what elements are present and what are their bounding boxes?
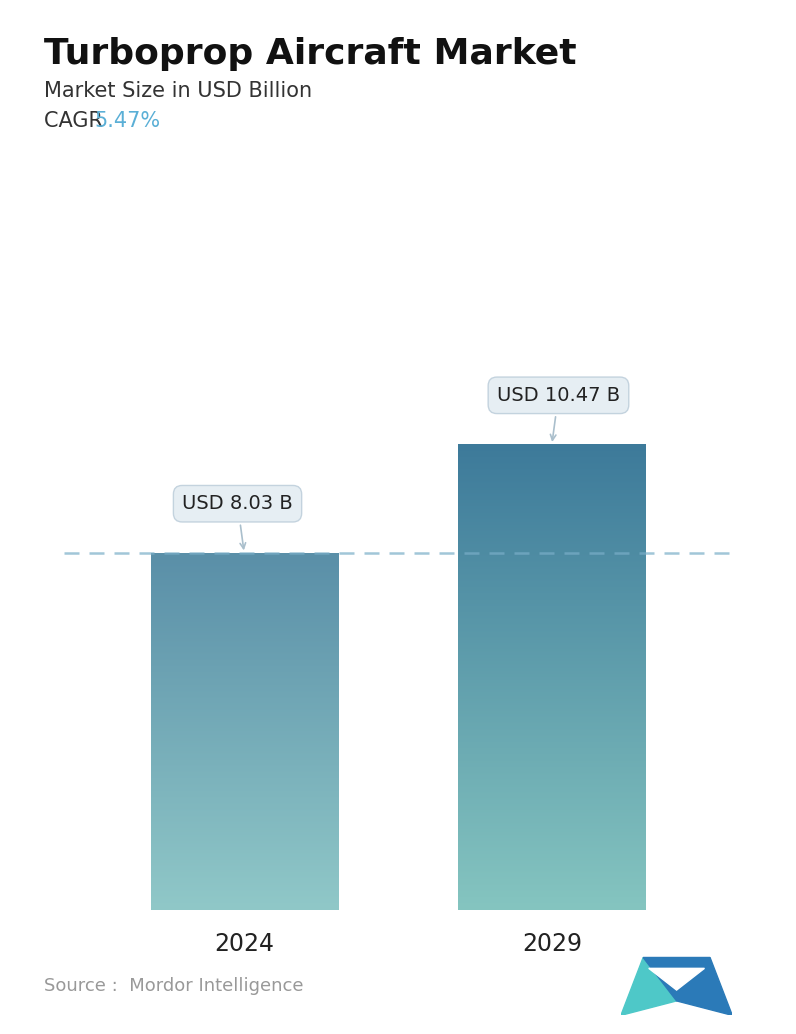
Text: Market Size in USD Billion: Market Size in USD Billion: [44, 81, 312, 100]
Text: 5.47%: 5.47%: [94, 111, 160, 130]
Polygon shape: [649, 968, 704, 991]
Polygon shape: [677, 957, 732, 1015]
Text: CAGR: CAGR: [44, 111, 109, 130]
Text: Source :  Mordor Intelligence: Source : Mordor Intelligence: [44, 977, 303, 995]
Polygon shape: [643, 957, 710, 1001]
Text: USD 8.03 B: USD 8.03 B: [182, 494, 293, 549]
Text: Turboprop Aircraft Market: Turboprop Aircraft Market: [44, 37, 576, 71]
Polygon shape: [621, 957, 677, 1015]
Text: USD 10.47 B: USD 10.47 B: [497, 386, 620, 440]
